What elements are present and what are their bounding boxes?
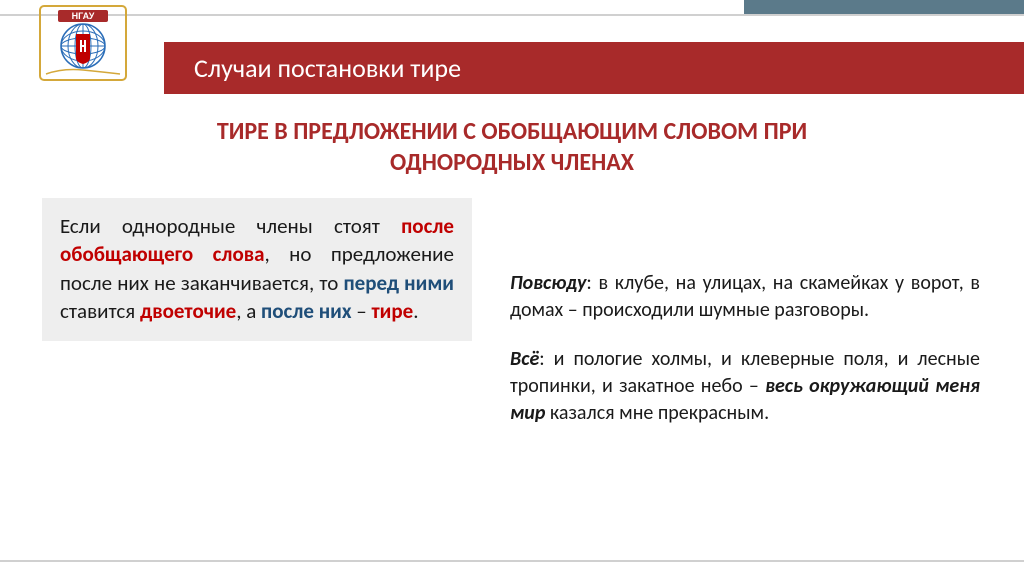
rule-t1: Если однородные члены стоят — [60, 213, 401, 239]
ex1-e1: Повсюду — [510, 271, 586, 295]
subtitle-line1: ТИРЕ В ПРЕДЛОЖЕНИИ С ОБОБЩАЮЩИМ СЛОВОМ П… — [217, 117, 807, 146]
rule-box: Если однородные члены стоят после обобща… — [42, 198, 472, 341]
header-accent — [744, 0, 1024, 14]
example-2: Всё: и пологие холмы, и клеверные поля, … — [510, 346, 980, 427]
rule-t10: тире — [371, 298, 413, 324]
rule-t11: . — [413, 298, 418, 324]
examples-block: Повсюду: в клубе, на улицах, на скамейка… — [510, 270, 980, 449]
university-logo: НГАУ — [38, 4, 128, 82]
rule-t5: ставится — [60, 298, 140, 324]
slide-title: Случаи постановки тире — [194, 52, 461, 84]
footer-line — [0, 560, 1024, 562]
title-bar: Случаи постановки тире — [164, 42, 1024, 94]
ex2-e1: Всё — [510, 347, 539, 371]
ex2-e4: казался мне прекрасным. — [545, 401, 769, 425]
rule-t6: двоеточие — [140, 298, 236, 324]
header-line — [0, 14, 1024, 16]
rule-t8: после них — [261, 298, 351, 324]
svg-text:НГАУ: НГАУ — [72, 11, 95, 21]
example-1: Повсюду: в клубе, на улицах, на скамейка… — [510, 270, 980, 324]
subtitle-line2: ОДНОРОДНЫХ ЧЛЕНАХ — [390, 148, 634, 177]
rule-t4: перед ними — [343, 270, 454, 296]
rule-t7: , а — [236, 298, 261, 324]
slide-subtitle: ТИРЕ В ПРЕДЛОЖЕНИИ С ОБОБЩАЮЩИМ СЛОВОМ П… — [0, 116, 1024, 178]
rule-t9: – — [352, 298, 372, 324]
